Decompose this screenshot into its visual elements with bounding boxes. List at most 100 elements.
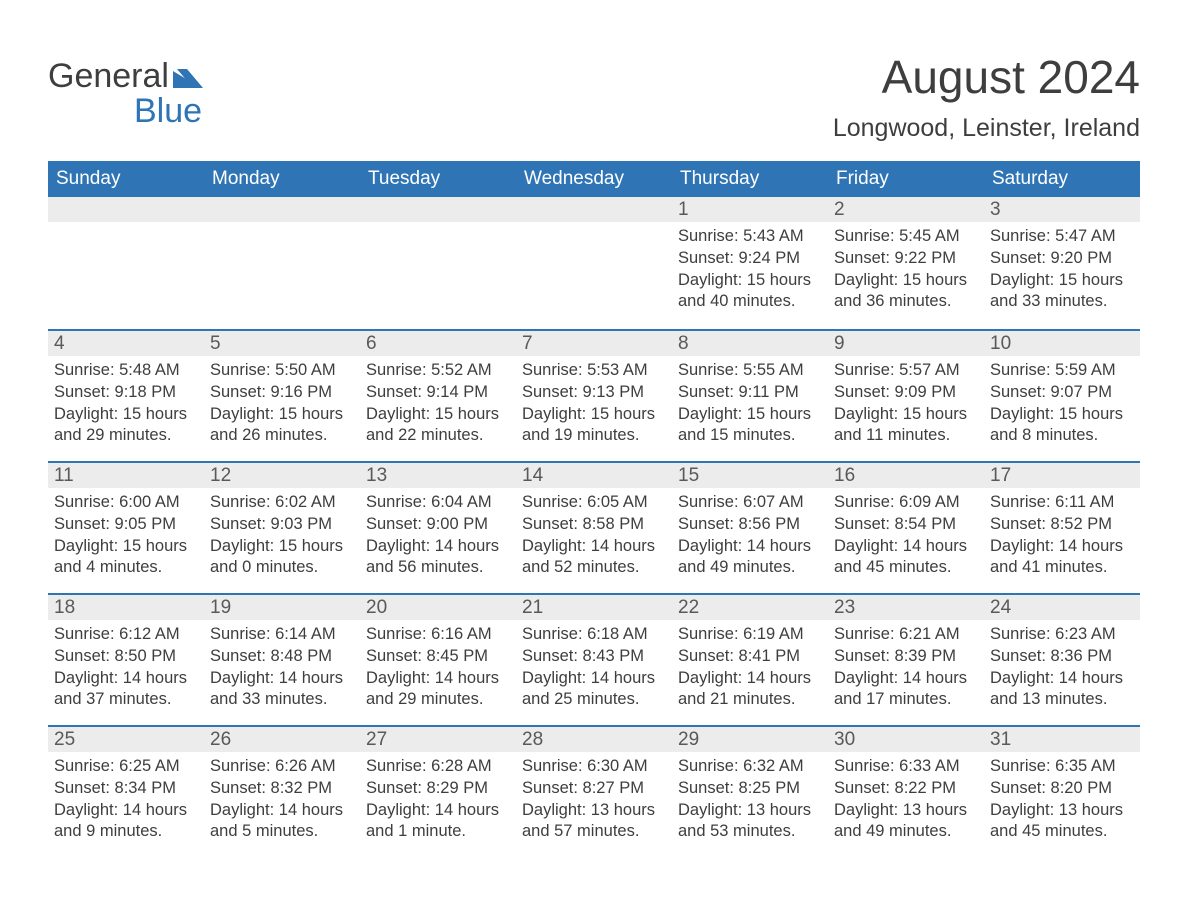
sunrise-text: Sunrise: 6:32 AM <box>678 756 822 778</box>
day-body: Sunrise: 6:11 AMSunset: 8:52 PMDaylight:… <box>984 488 1140 589</box>
calendar-week-row: 25Sunrise: 6:25 AMSunset: 8:34 PMDayligh… <box>48 725 1140 857</box>
logo-word2: Blue <box>134 94 207 128</box>
calendar-week-row: 11Sunrise: 6:00 AMSunset: 9:05 PMDayligh… <box>48 461 1140 593</box>
day-body: Sunrise: 6:18 AMSunset: 8:43 PMDaylight:… <box>516 620 672 721</box>
sunrise-text: Sunrise: 5:48 AM <box>54 360 198 382</box>
day-number: 24 <box>984 595 1140 620</box>
day-cell: 29Sunrise: 6:32 AMSunset: 8:25 PMDayligh… <box>672 727 828 857</box>
day-number: 11 <box>48 463 204 488</box>
day-body: Sunrise: 6:00 AMSunset: 9:05 PMDaylight:… <box>48 488 204 589</box>
day-number: 12 <box>204 463 360 488</box>
day-cell: 16Sunrise: 6:09 AMSunset: 8:54 PMDayligh… <box>828 463 984 593</box>
sunrise-text: Sunrise: 6:12 AM <box>54 624 198 646</box>
day-number: 28 <box>516 727 672 752</box>
sunrise-text: Sunrise: 5:57 AM <box>834 360 978 382</box>
sunset-text: Sunset: 9:22 PM <box>834 248 978 270</box>
sunset-text: Sunset: 8:36 PM <box>990 646 1134 668</box>
day-cell: 11Sunrise: 6:00 AMSunset: 9:05 PMDayligh… <box>48 463 204 593</box>
calendar-table: Sunday Monday Tuesday Wednesday Thursday… <box>48 161 1140 857</box>
sunset-text: Sunset: 8:54 PM <box>834 514 978 536</box>
daylight-text: Daylight: 15 hours and 4 minutes. <box>54 536 198 580</box>
day-body: Sunrise: 6:25 AMSunset: 8:34 PMDaylight:… <box>48 752 204 853</box>
day-body <box>204 222 360 236</box>
daylight-text: Daylight: 14 hours and 5 minutes. <box>210 800 354 844</box>
day-number: 26 <box>204 727 360 752</box>
day-number: 1 <box>672 197 828 222</box>
daylight-text: Daylight: 14 hours and 17 minutes. <box>834 668 978 712</box>
day-number: 20 <box>360 595 516 620</box>
day-cell: 21Sunrise: 6:18 AMSunset: 8:43 PMDayligh… <box>516 595 672 725</box>
weekday-header: Tuesday <box>360 161 516 197</box>
day-number: 6 <box>360 331 516 356</box>
sunset-text: Sunset: 8:32 PM <box>210 778 354 800</box>
sunrise-text: Sunrise: 6:21 AM <box>834 624 978 646</box>
logo-word1: General <box>48 59 169 93</box>
daylight-text: Daylight: 15 hours and 19 minutes. <box>522 404 666 448</box>
day-number: 8 <box>672 331 828 356</box>
day-number: 4 <box>48 331 204 356</box>
day-number: 16 <box>828 463 984 488</box>
calendar-week-row: 18Sunrise: 6:12 AMSunset: 8:50 PMDayligh… <box>48 593 1140 725</box>
sunset-text: Sunset: 8:34 PM <box>54 778 198 800</box>
day-body: Sunrise: 6:09 AMSunset: 8:54 PMDaylight:… <box>828 488 984 589</box>
day-cell: 10Sunrise: 5:59 AMSunset: 9:07 PMDayligh… <box>984 331 1140 461</box>
day-body: Sunrise: 6:28 AMSunset: 8:29 PMDaylight:… <box>360 752 516 853</box>
month-title: August 2024 <box>833 50 1140 104</box>
daylight-text: Daylight: 15 hours and 29 minutes. <box>54 404 198 448</box>
sunset-text: Sunset: 9:05 PM <box>54 514 198 536</box>
day-number: 10 <box>984 331 1140 356</box>
day-cell: 8Sunrise: 5:55 AMSunset: 9:11 PMDaylight… <box>672 331 828 461</box>
daylight-text: Daylight: 15 hours and 22 minutes. <box>366 404 510 448</box>
day-cell: 26Sunrise: 6:26 AMSunset: 8:32 PMDayligh… <box>204 727 360 857</box>
sunset-text: Sunset: 9:11 PM <box>678 382 822 404</box>
weekday-header: Friday <box>828 161 984 197</box>
sunrise-text: Sunrise: 6:02 AM <box>210 492 354 514</box>
daylight-text: Daylight: 14 hours and 56 minutes. <box>366 536 510 580</box>
day-number: 13 <box>360 463 516 488</box>
daylight-text: Daylight: 15 hours and 26 minutes. <box>210 404 354 448</box>
day-body: Sunrise: 6:07 AMSunset: 8:56 PMDaylight:… <box>672 488 828 589</box>
day-body: Sunrise: 5:59 AMSunset: 9:07 PMDaylight:… <box>984 356 1140 457</box>
day-cell: 24Sunrise: 6:23 AMSunset: 8:36 PMDayligh… <box>984 595 1140 725</box>
sunrise-text: Sunrise: 5:50 AM <box>210 360 354 382</box>
weekday-header-row: Sunday Monday Tuesday Wednesday Thursday… <box>48 161 1140 197</box>
day-cell: 25Sunrise: 6:25 AMSunset: 8:34 PMDayligh… <box>48 727 204 857</box>
sunrise-text: Sunrise: 6:09 AM <box>834 492 978 514</box>
sunset-text: Sunset: 9:16 PM <box>210 382 354 404</box>
sunset-text: Sunset: 9:14 PM <box>366 382 510 404</box>
sunrise-text: Sunrise: 6:19 AM <box>678 624 822 646</box>
day-cell: 20Sunrise: 6:16 AMSunset: 8:45 PMDayligh… <box>360 595 516 725</box>
day-cell <box>516 197 672 329</box>
calendar-week-row: 1Sunrise: 5:43 AMSunset: 9:24 PMDaylight… <box>48 197 1140 329</box>
daylight-text: Daylight: 13 hours and 53 minutes. <box>678 800 822 844</box>
day-body: Sunrise: 6:16 AMSunset: 8:45 PMDaylight:… <box>360 620 516 721</box>
day-cell: 13Sunrise: 6:04 AMSunset: 9:00 PMDayligh… <box>360 463 516 593</box>
sunset-text: Sunset: 8:25 PM <box>678 778 822 800</box>
daylight-text: Daylight: 15 hours and 40 minutes. <box>678 270 822 314</box>
daylight-text: Daylight: 13 hours and 45 minutes. <box>990 800 1134 844</box>
sunrise-text: Sunrise: 6:18 AM <box>522 624 666 646</box>
logo: General Blue <box>48 58 207 128</box>
day-body: Sunrise: 5:48 AMSunset: 9:18 PMDaylight:… <box>48 356 204 457</box>
sunrise-text: Sunrise: 6:35 AM <box>990 756 1134 778</box>
day-body: Sunrise: 5:53 AMSunset: 9:13 PMDaylight:… <box>516 356 672 457</box>
sunset-text: Sunset: 8:43 PM <box>522 646 666 668</box>
weekday-header: Monday <box>204 161 360 197</box>
sunset-text: Sunset: 9:07 PM <box>990 382 1134 404</box>
day-number: 14 <box>516 463 672 488</box>
day-body <box>516 222 672 236</box>
daylight-text: Daylight: 14 hours and 21 minutes. <box>678 668 822 712</box>
day-number: 31 <box>984 727 1140 752</box>
day-number: 27 <box>360 727 516 752</box>
daylight-text: Daylight: 14 hours and 49 minutes. <box>678 536 822 580</box>
sunset-text: Sunset: 8:50 PM <box>54 646 198 668</box>
day-cell <box>204 197 360 329</box>
sunset-text: Sunset: 8:56 PM <box>678 514 822 536</box>
day-body: Sunrise: 5:50 AMSunset: 9:16 PMDaylight:… <box>204 356 360 457</box>
sunrise-text: Sunrise: 5:52 AM <box>366 360 510 382</box>
day-cell: 23Sunrise: 6:21 AMSunset: 8:39 PMDayligh… <box>828 595 984 725</box>
day-number: 9 <box>828 331 984 356</box>
day-cell: 6 Sunrise: 5:52 AMSunset: 9:14 PMDaylight… <box>360 331 516 461</box>
sunset-text: Sunset: 9:13 PM <box>522 382 666 404</box>
sunrise-text: Sunrise: 6:28 AM <box>366 756 510 778</box>
